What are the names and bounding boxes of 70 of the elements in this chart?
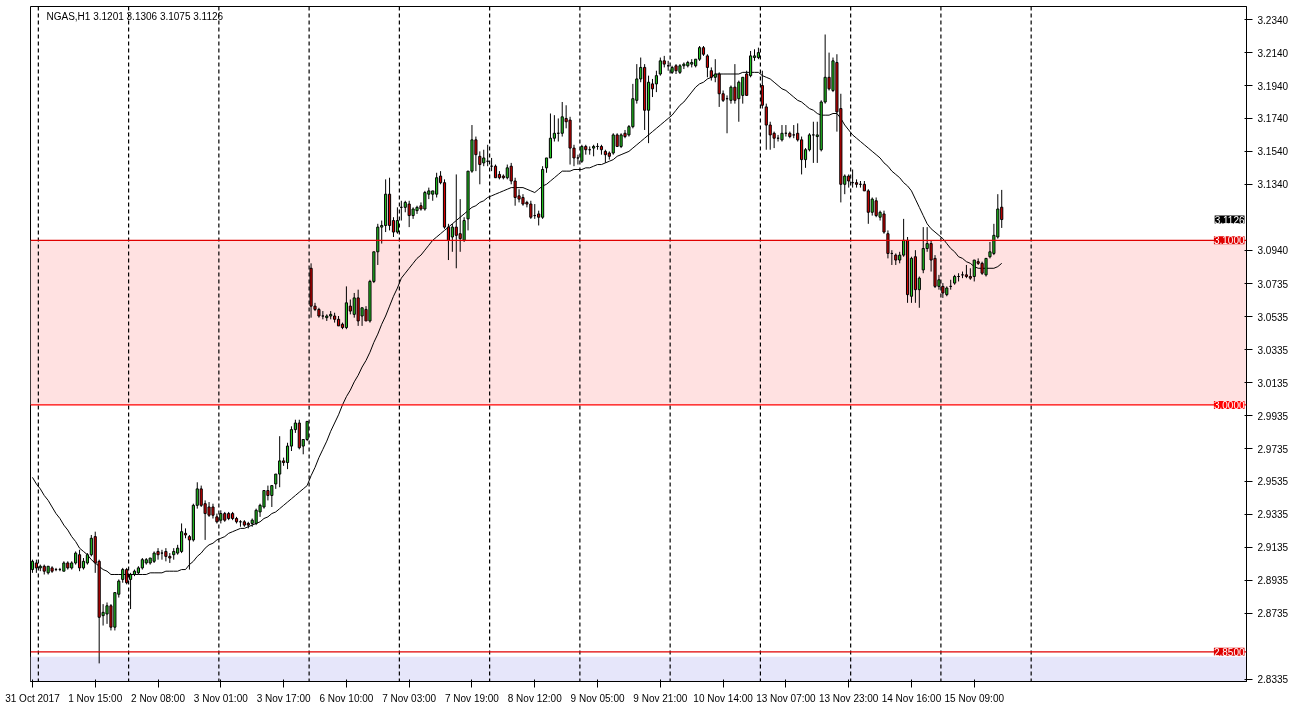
- y-tick-label: 3.1540: [1257, 146, 1289, 158]
- y-tick-label: 3.0135: [1257, 377, 1289, 389]
- candlestick: [450, 223, 454, 253]
- candlestick: [270, 485, 274, 508]
- candlestick: [529, 200, 533, 220]
- candlestick: [811, 121, 815, 164]
- x-tick-label: 6 Nov 10:00: [319, 692, 374, 704]
- candlestick: [164, 547, 168, 562]
- candlestick: [611, 132, 615, 156]
- x-tick-label: 14 Nov 16:00: [881, 692, 942, 704]
- candlestick: [423, 190, 427, 212]
- y-tick-label: 3.0735: [1257, 278, 1289, 290]
- text: 3.1126: [1214, 214, 1245, 226]
- candlestick: [866, 188, 870, 225]
- y-tick-label: 3.0535: [1257, 311, 1289, 323]
- candlestick: [105, 601, 109, 625]
- candlestick: [321, 310, 325, 320]
- y-tick-label: 2.9135: [1257, 542, 1289, 554]
- y-tick-label: 3.1340: [1257, 179, 1289, 191]
- candlestick: [356, 289, 360, 327]
- x-tick-label: 13 Nov 07:00: [756, 692, 817, 704]
- candlestick: [874, 196, 878, 218]
- x-tick-label: 2 Nov 08:00: [131, 692, 186, 704]
- x-tick-label: 1 Nov 15:00: [68, 692, 123, 704]
- candlestick: [972, 259, 976, 282]
- y-tick-label: 2.8335: [1257, 674, 1289, 686]
- y-tick-label: 2.9935: [1257, 410, 1289, 422]
- y-tick-label: 2.8735: [1257, 608, 1289, 620]
- candlestick: [654, 70, 658, 93]
- ref-line-label: 3.1000: [1213, 235, 1245, 247]
- x-tick-label: 7 Nov 03:00: [382, 692, 437, 704]
- candlestick: [764, 103, 768, 151]
- x-tick-label: 9 Nov 21:00: [633, 692, 688, 704]
- y-tick-label: 3.2340: [1257, 14, 1289, 26]
- candlestick: [352, 292, 356, 319]
- y-tick-label: 3.1740: [1257, 113, 1289, 125]
- x-tick-label: 13 Nov 23:00: [818, 692, 879, 704]
- y-tick-label: 3.0335: [1257, 344, 1289, 356]
- x-tick-label: 10 Nov 14:00: [693, 692, 754, 704]
- candlestick: [415, 205, 419, 215]
- candlestick: [800, 136, 804, 175]
- candlestick: [682, 61, 686, 70]
- y-tick-label: 3.2140: [1257, 47, 1289, 59]
- candlestick: [780, 124, 784, 142]
- ref-line-label: 2.8500: [1213, 646, 1245, 658]
- candlestick: [407, 200, 411, 228]
- candlestick: [278, 435, 282, 488]
- candlestick: [156, 547, 160, 561]
- x-tick-label: 7 Nov 19:00: [445, 692, 500, 704]
- ref-line-label: 3.0000: [1213, 399, 1245, 411]
- candlestick: [560, 101, 564, 138]
- y-tick-label: 2.9735: [1257, 443, 1289, 455]
- x-tick-label: 15 Nov 09:00: [944, 692, 1005, 704]
- x-tick-label: 8 Nov 12:00: [507, 692, 563, 704]
- y-tick-label: 2.8935: [1257, 575, 1289, 587]
- y-tick-label: 2.9335: [1257, 509, 1289, 521]
- x-tick-label: 31 Oct 2017: [5, 692, 61, 704]
- y-tick-label: 3.1940: [1257, 80, 1289, 92]
- candlestick: [658, 57, 662, 77]
- x-tick-label: 3 Nov 01:00: [193, 692, 249, 704]
- candlestick: [984, 257, 988, 277]
- candlestick: [921, 226, 925, 274]
- y-tick-label: 3.0940: [1257, 245, 1289, 257]
- y-tick-label: 2.9535: [1257, 476, 1289, 488]
- chart-title: NGAS,H1 3.1201 3.1306 3.1075 3.1126: [46, 10, 224, 22]
- x-tick-label: 3 Nov 17:00: [256, 692, 312, 704]
- candlestick: [741, 76, 745, 105]
- x-tick-label: 9 Nov 05:00: [570, 692, 625, 704]
- candlestick: [160, 549, 164, 561]
- candlestick: [435, 172, 439, 198]
